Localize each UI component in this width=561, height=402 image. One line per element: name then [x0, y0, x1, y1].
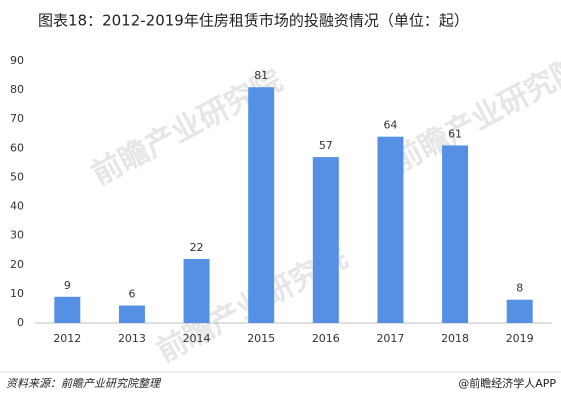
x-tick-label: 2016	[312, 332, 340, 345]
data-label: 64	[383, 119, 397, 132]
source: 资料来源：前瞻产业研究院整理	[6, 377, 162, 390]
y-tick-label: 60	[10, 141, 24, 154]
y-tick-label: 0	[17, 316, 24, 329]
bar	[248, 87, 275, 323]
x-tick-label: 2015	[247, 332, 275, 345]
credit: @前瞻经济学人APP	[458, 376, 556, 390]
bar	[442, 145, 469, 323]
x-tick-label: 2012	[53, 332, 81, 345]
x-tick-label: 2014	[183, 332, 211, 345]
bar	[377, 136, 404, 323]
x-tick-label: 2017	[376, 332, 404, 345]
chart-title: 图表18：2012-2019年住房租赁市场的投融资情况（单位：起）	[38, 12, 469, 30]
data-label: 8	[516, 282, 523, 295]
y-tick-label: 90	[10, 54, 24, 67]
data-label: 61	[448, 127, 462, 140]
bar	[183, 258, 210, 323]
y-tick-label: 40	[10, 200, 24, 213]
y-tick-label: 10	[10, 287, 24, 300]
x-tick-label: 2018	[441, 332, 469, 345]
bar	[118, 305, 145, 323]
y-tick-label: 80	[10, 83, 24, 96]
bar	[506, 299, 533, 323]
x-tick-label: 2019	[506, 332, 534, 345]
bar	[312, 157, 339, 323]
data-label: 81	[254, 69, 268, 82]
data-label: 6	[128, 288, 135, 301]
y-tick-label: 50	[10, 170, 24, 183]
data-label: 57	[319, 139, 333, 152]
y-tick-label: 70	[10, 112, 24, 125]
x-tick-label: 2013	[118, 332, 146, 345]
watermark: 前瞻产业研究院	[386, 50, 561, 179]
y-tick-label: 30	[10, 229, 24, 242]
bar	[54, 296, 81, 323]
data-label: 9	[64, 279, 71, 292]
y-tick-label: 20	[10, 258, 24, 271]
data-label: 22	[190, 241, 204, 254]
